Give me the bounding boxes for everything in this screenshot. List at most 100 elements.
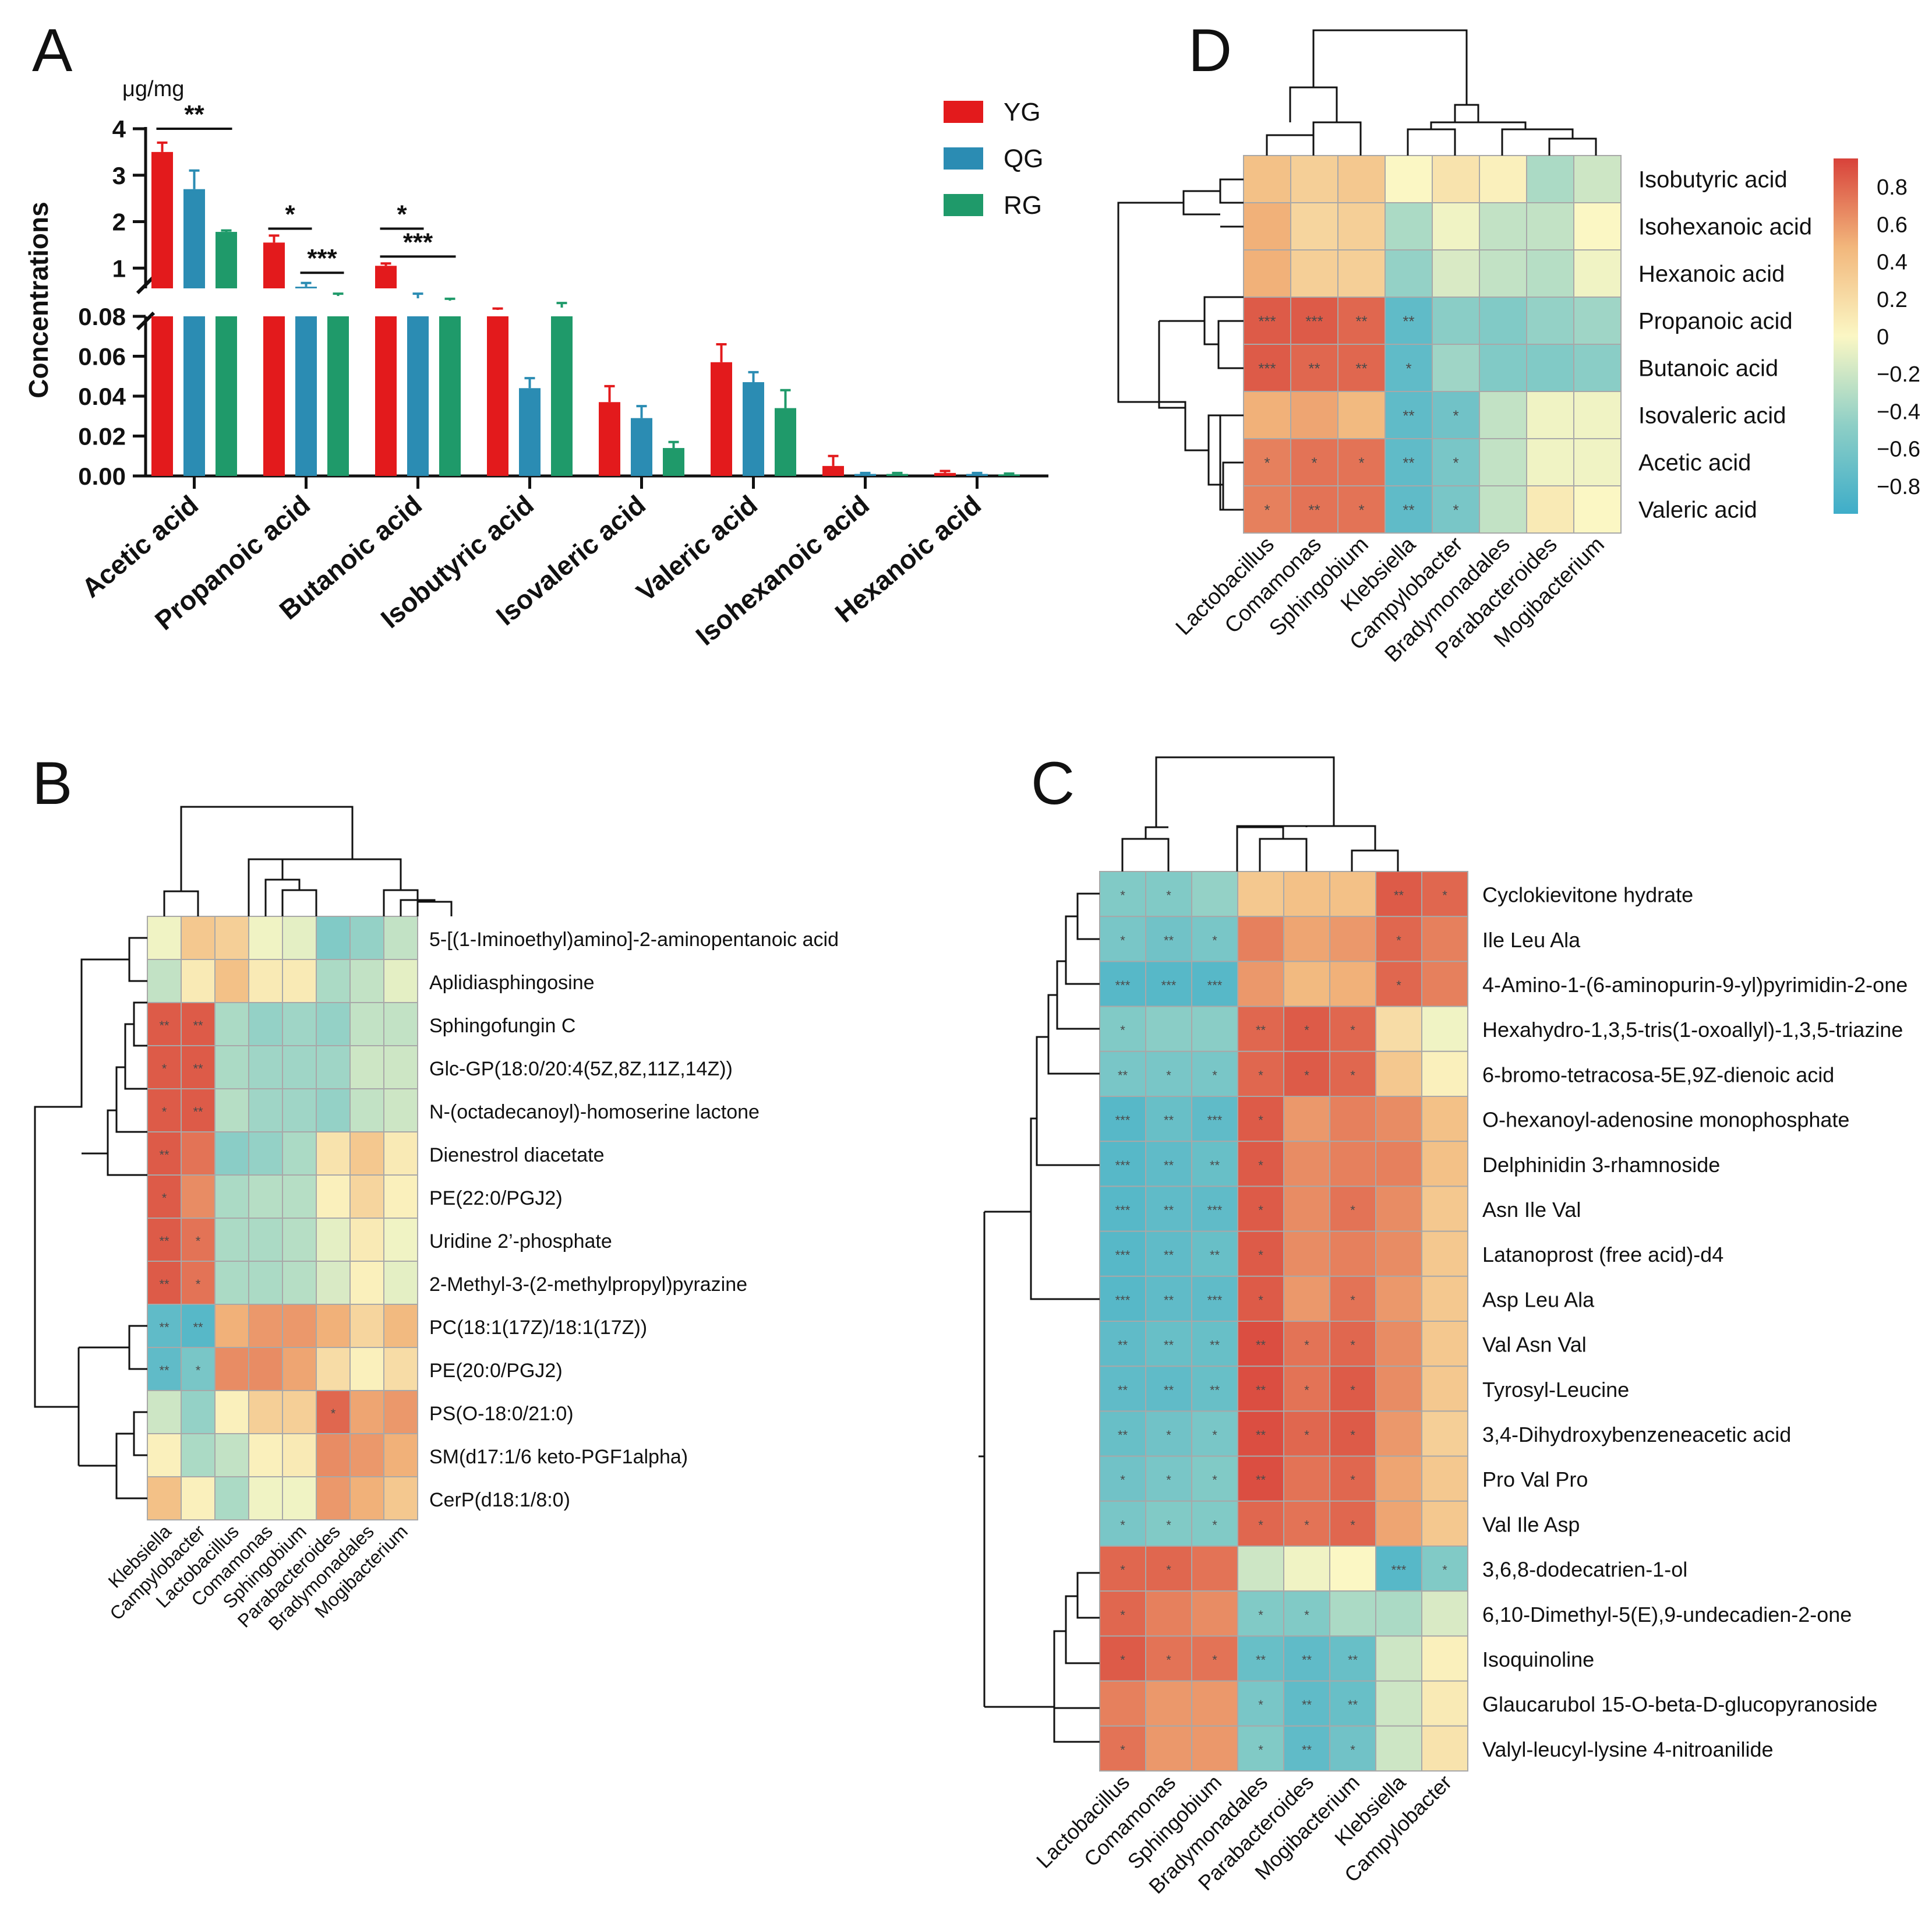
bar-yg-isobutyric-acid [487, 316, 508, 476]
heatmap-cell [181, 1002, 216, 1046]
heatmap-cell [1237, 1635, 1284, 1682]
heatmap-cell [1479, 485, 1527, 534]
dendrogram [34, 1060, 147, 1499]
y-tick-label-lower: 0.08 [78, 303, 126, 330]
row-label-sphingofungin-c: Sphingofungin C [429, 1015, 575, 1037]
dendrogram [163, 868, 199, 916]
heatmap-cell [248, 1174, 283, 1219]
heatmap-cell [1099, 1680, 1146, 1727]
row-label-n-octadecanoyl-homoserine-lactone: N-(octadecanoyl)-homoserine lactone [429, 1101, 760, 1123]
heatmap-cell [383, 1002, 418, 1046]
heatmap-star: * [1166, 1653, 1171, 1667]
heatmap-cell [349, 916, 384, 960]
heatmap-cell [1375, 1141, 1422, 1187]
heatmap-cell [1375, 1005, 1422, 1052]
heatmap-star: *** [1207, 1293, 1223, 1307]
heatmap-cell [248, 1045, 283, 1089]
heatmap-cell [1237, 1410, 1284, 1457]
row-label-o-hexanoyl-adenosine-monophosphate: O-hexanoyl-adenosine monophosphate [1482, 1108, 1849, 1132]
heatmap-star: ** [1118, 1383, 1128, 1398]
heatmap-star: * [1166, 1518, 1171, 1532]
heatmap-cell [1421, 961, 1468, 1007]
heatmap-cell [1526, 438, 1574, 486]
row-label-hexanoic-acid: Hexanoic acid [1638, 262, 1785, 287]
heatmap-cell [1421, 1680, 1468, 1727]
row-label-acetic-acid: Acetic acid [1638, 450, 1751, 476]
row-label-dienestrol-diacetate: Dienestrol diacetate [429, 1144, 605, 1166]
heatmap-cell [1243, 344, 1291, 392]
heatmap-cell [1421, 1590, 1468, 1637]
heatmap-star: * [1120, 1563, 1125, 1578]
heatmap-cell [147, 1390, 182, 1434]
row-label-glc-gp-18-0-20-4-5z-8z-11z-14z: Glc-GP(18:0/20:4(5Z,8Z,11Z,14Z)) [429, 1058, 733, 1080]
heatmap-star: * [1120, 1608, 1125, 1622]
heatmap-cell [1526, 485, 1574, 534]
bar-qg-acetic-acid-upper [183, 189, 205, 288]
heatmap-cell [214, 1347, 249, 1391]
heatmap-star: * [1304, 1428, 1309, 1442]
heatmap-star: ** [1256, 1023, 1266, 1038]
heatmap-cell [248, 1476, 283, 1520]
heatmap-star: * [331, 1406, 336, 1421]
heatmap-cell [316, 1433, 351, 1477]
heatmap-star: ** [193, 1320, 203, 1335]
heatmap-star: * [1212, 1518, 1217, 1532]
heatmap-star: * [1258, 1698, 1263, 1712]
dendrogram [1117, 202, 1186, 450]
row-label-pe-22-0-pgj2: PE(22:0/PGJ2) [429, 1187, 563, 1209]
heatmap-cell [1375, 1096, 1422, 1142]
colorbar-tick-label: −0.6 [1877, 437, 1920, 462]
heatmap-cell [1237, 1455, 1284, 1502]
heatmap-cell [1421, 1546, 1468, 1592]
row-label-6-bromo-tetracosa-5e-9z-dienoic-acid: 6-bromo-tetracosa-5E,9Z-dienoic acid [1482, 1063, 1834, 1086]
heatmap-star: * [1304, 1023, 1309, 1038]
heatmap-cell [349, 1433, 384, 1477]
heatmap-cell [383, 1433, 418, 1477]
heatmap-cell [1479, 249, 1527, 298]
heatmap-star: * [1396, 933, 1401, 948]
y-tick-label-upper: 3 [112, 162, 126, 189]
heatmap-star: * [1212, 1473, 1217, 1487]
heatmap-star: * [1350, 1742, 1355, 1757]
heatmap-cell [316, 1218, 351, 1262]
heatmap-cell [383, 1174, 418, 1219]
heatmap-cell [1337, 249, 1386, 298]
heatmap-cell [1191, 1725, 1238, 1772]
bar-rg-acetic-acid-upper [216, 232, 237, 288]
heatmap-cell [349, 1390, 384, 1434]
heatmap-star: * [1120, 1023, 1125, 1038]
row-label-delphinidin-3-rhamnoside: Delphinidin 3-rhamnoside [1482, 1153, 1720, 1177]
row-label-isovaleric-acid: Isovaleric acid [1638, 403, 1786, 429]
row-label-2-methyl-3-2-methylpropyl-pyrazine: 2-Methyl-3-(2-methylpropyl)pyrazine [429, 1273, 747, 1296]
heatmap-cell [282, 1045, 317, 1089]
heatmap-cell [1479, 297, 1527, 345]
heatmap-cell [1384, 155, 1433, 203]
heatmap-cell [181, 1433, 216, 1477]
heatmap-cell [1191, 1410, 1238, 1457]
bar-rg-acetic-acid [216, 316, 237, 476]
heatmap-star: * [1120, 1653, 1125, 1667]
heatmap-cell [147, 1088, 182, 1132]
bar-qg-acetic-acid [183, 316, 205, 476]
heatmap-cell [1099, 1635, 1146, 1682]
colorbar-tick-label: 0.6 [1877, 213, 1908, 237]
heatmap-star: ** [1302, 1653, 1312, 1667]
heatmap-cell [1099, 1365, 1146, 1412]
heatmap-star: * [1258, 1608, 1263, 1622]
heatmap-star: * [1166, 888, 1171, 903]
heatmap-star: * [1212, 933, 1217, 948]
heatmap-star: * [1304, 1608, 1309, 1622]
heatmap-cell [1329, 961, 1376, 1007]
heatmap-cell [248, 1304, 283, 1348]
heatmap-cell [1375, 1050, 1422, 1098]
heatmap-star: * [1258, 1742, 1263, 1757]
heatmap-cell [1145, 1455, 1192, 1502]
significance-stars: *** [403, 228, 433, 256]
heatmap-cell [1329, 916, 1376, 962]
axis-break-mark [136, 311, 156, 331]
heatmap-cell [1191, 1635, 1238, 1682]
dendrogram [248, 858, 317, 916]
heatmap-cell [1421, 1455, 1468, 1502]
row-label-ile-leu-ala: Ile Leu Ala [1482, 928, 1581, 952]
